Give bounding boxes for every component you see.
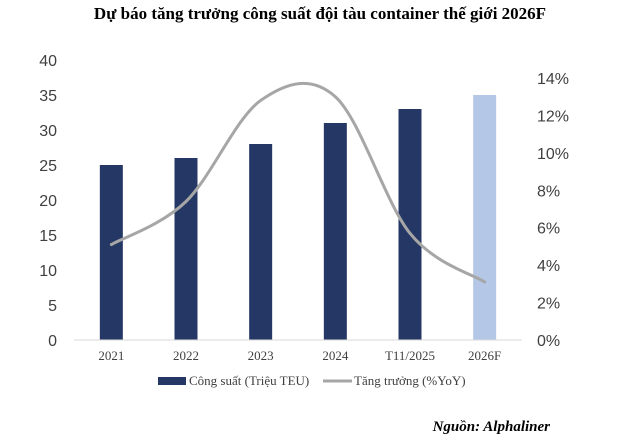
bar <box>398 109 422 340</box>
y-left-tick-label: 35 <box>39 88 57 105</box>
bar <box>473 95 497 340</box>
y-left-tick-label: 25 <box>39 158 57 175</box>
x-tick-label: T11/2025 <box>385 348 435 363</box>
y-right-tick-label: 8% <box>537 183 560 200</box>
source-note: Nguồn: Alphaliner <box>432 419 550 435</box>
y-left-tick-label: 5 <box>48 298 57 315</box>
bar <box>249 144 273 340</box>
bar <box>323 123 347 340</box>
y-left-tick-label: 0 <box>48 333 57 350</box>
x-tick-label: 2026F <box>468 348 501 363</box>
legend-swatch-capacity <box>158 377 186 385</box>
y-right-tick-label: 14% <box>537 71 569 88</box>
x-tick-label: 2022 <box>173 348 199 363</box>
bar <box>174 158 198 340</box>
legend-label-growth: Tăng trưởng (%YoY) <box>354 373 466 388</box>
y-left-tick-label: 30 <box>39 123 57 140</box>
y-right-tick-label: 4% <box>537 258 560 275</box>
y-right-tick-label: 12% <box>537 108 569 125</box>
y-left-tick-label: 20 <box>39 193 57 210</box>
y-left-tick-label: 10 <box>39 263 57 280</box>
growth-line <box>109 81 487 284</box>
x-tick-label: 2023 <box>248 348 274 363</box>
bar <box>99 165 123 340</box>
x-tick-label: 2024 <box>322 348 349 363</box>
x-tick-label: 2021 <box>98 348 124 363</box>
y-right-tick-label: 10% <box>537 146 569 163</box>
y-right-tick-label: 6% <box>537 221 560 238</box>
y-left-tick-label: 15 <box>39 228 57 245</box>
legend-label-capacity: Công suất (Triệu TEU) <box>189 373 309 388</box>
y-right-tick-label: 0% <box>537 333 560 350</box>
y-left-tick-label: 40 <box>39 53 57 70</box>
y-right-tick-label: 2% <box>537 296 560 313</box>
chart-title: Dự báo tăng trưởng công suất đội tàu con… <box>93 4 547 23</box>
